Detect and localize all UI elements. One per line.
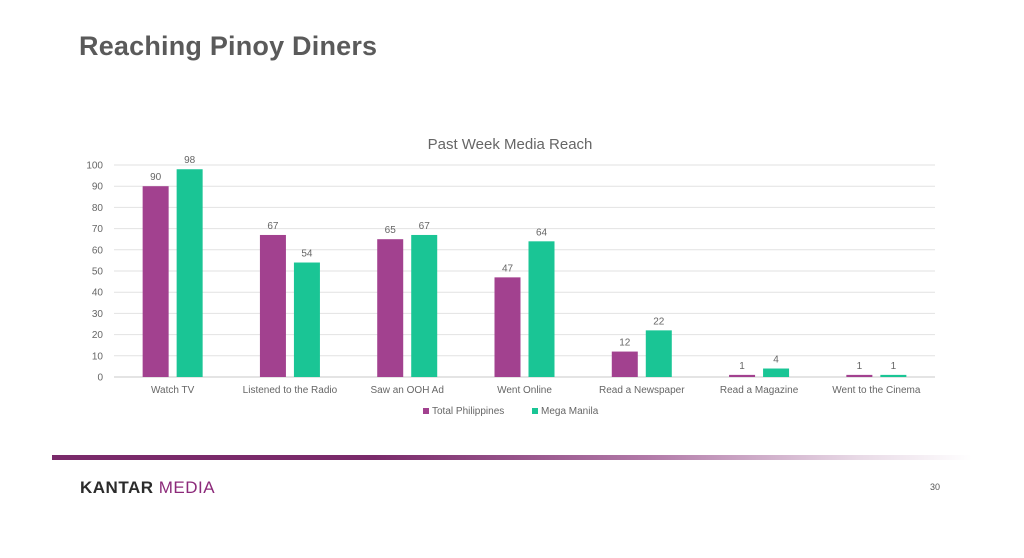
legend-swatch <box>423 408 429 414</box>
footer-divider <box>52 455 972 460</box>
x-tick-label: Went Online <box>497 385 552 396</box>
bar <box>611 351 638 377</box>
y-tick-label: 20 <box>92 330 104 341</box>
data-label: 4 <box>773 355 779 366</box>
x-tick-label: Listened to the Radio <box>243 385 338 396</box>
y-tick-label: 100 <box>86 161 103 172</box>
bar <box>377 239 404 377</box>
bar <box>846 374 873 377</box>
x-tick-label: Went to the Cinema <box>832 385 921 396</box>
x-tick-label: Saw an OOH Ad <box>371 385 444 396</box>
gridlines <box>114 164 935 378</box>
data-label: 1 <box>739 361 745 372</box>
y-axis: 0 10 20 30 40 50 60 70 80 90 100 <box>86 161 103 384</box>
bar <box>528 241 555 377</box>
bar <box>729 374 756 377</box>
y-tick-label: 30 <box>92 309 104 320</box>
bar-chart: Past Week Media Reach 0 10 20 30 40 50 60 70 80 9… <box>86 136 935 417</box>
bar <box>142 186 169 377</box>
bar <box>763 368 790 377</box>
data-label: 54 <box>301 249 313 260</box>
legend-label: Total Philippines <box>432 406 504 417</box>
data-label: 67 <box>267 221 279 232</box>
data-label: 1 <box>857 361 863 372</box>
y-tick-label: 50 <box>92 267 104 278</box>
bar <box>494 277 521 377</box>
bar <box>411 234 438 377</box>
x-tick-label: Read a Magazine <box>720 385 799 396</box>
y-tick-label: 40 <box>92 288 104 299</box>
legend-label: Mega Manila <box>541 406 599 417</box>
bars: 90 98 67 54 65 67 47 64 12 22 1 4 1 1 <box>142 155 907 377</box>
x-tick-label: Read a Newspaper <box>599 385 685 396</box>
legend-swatch <box>532 408 538 414</box>
y-tick-label: 10 <box>92 351 104 362</box>
bar <box>293 262 320 377</box>
bar <box>176 169 203 377</box>
y-tick-label: 80 <box>92 203 104 214</box>
data-label: 1 <box>891 361 897 372</box>
chart-title: Past Week Media Reach <box>428 136 593 153</box>
bar <box>645 330 672 377</box>
x-tick-label: Watch TV <box>151 385 195 396</box>
brand-logo: KANTAR MEDIA <box>80 478 215 498</box>
data-label: 22 <box>653 316 665 327</box>
bar <box>880 374 907 377</box>
brand-logo-media: MEDIA <box>158 478 216 497</box>
slide-title: Reaching Pinoy Diners <box>79 31 378 61</box>
legend: Total Philippines Mega Manila <box>423 406 599 417</box>
data-label: 65 <box>385 225 397 236</box>
y-tick-label: 90 <box>92 182 104 193</box>
x-axis: Watch TV Listened to the Radio Saw an OOH … <box>151 385 921 396</box>
page-number: 30 <box>930 482 941 492</box>
y-tick-label: 70 <box>92 224 104 235</box>
bar <box>259 234 286 377</box>
y-tick-label: 0 <box>97 373 103 384</box>
data-label: 47 <box>502 263 514 274</box>
brand-logo-kantar: KANTAR <box>80 478 154 497</box>
data-label: 67 <box>419 221 431 232</box>
data-label: 98 <box>184 155 196 166</box>
data-label: 90 <box>150 172 162 183</box>
data-label: 12 <box>619 338 631 349</box>
data-label: 64 <box>536 227 548 238</box>
y-tick-label: 60 <box>92 245 104 256</box>
